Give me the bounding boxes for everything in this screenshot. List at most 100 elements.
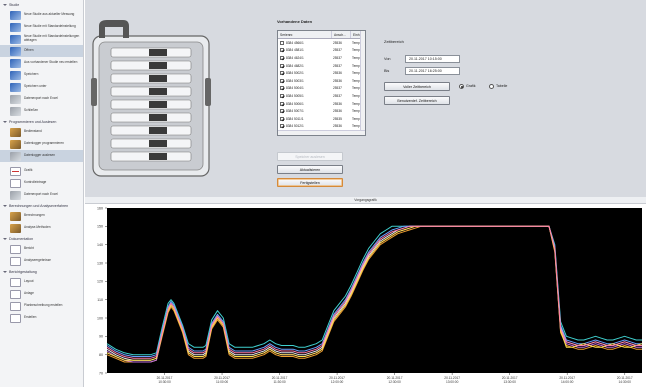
sidebar-item-4-1[interactable]: Analyseergebnisse xyxy=(0,255,83,267)
row-checkbox[interactable] xyxy=(280,109,284,114)
logger-device xyxy=(149,127,167,134)
col-connection[interactable]: Ansch... xyxy=(332,31,351,38)
logger-data-table[interactable]: Seriennr. Ansch... Einh... 8384 4566/1 25… xyxy=(277,30,366,136)
sidebar-item-2-1[interactable]: Kontrolleintrage xyxy=(0,177,83,189)
full-range-button[interactable]: Voller Zeitbereich xyxy=(384,82,450,91)
sidebar-item-0-4[interactable]: Aus vorhandener Studie neu erstellen xyxy=(0,57,83,69)
table-row[interactable]: 8384 4566/1 25536 Temp... xyxy=(278,39,365,47)
table-horizontal-scrollbar[interactable] xyxy=(278,130,365,135)
sidebar-item-0-3[interactable]: Öffnen xyxy=(0,45,83,57)
sidebar-section-4[interactable]: Dokumentation xyxy=(0,234,83,243)
sidebar: Studie Neue Studie aus aktueller Messung N… xyxy=(0,0,84,387)
refresh-button[interactable]: Aktualisieren xyxy=(277,165,343,174)
table-row[interactable]: 8384 4624/1 25537 Temp... xyxy=(278,54,365,62)
row-checkbox[interactable] xyxy=(280,93,284,98)
sidebar-item-label: Analyse-Methoden xyxy=(24,225,51,230)
x-tick-label: 20.11.2017 xyxy=(157,376,173,380)
sidebar-item-5-3[interactable]: Erstellen xyxy=(0,312,83,324)
series-line-6 xyxy=(106,225,642,359)
col-serial[interactable]: Seriennr. xyxy=(278,31,332,38)
to-datetime-input[interactable]: 20.11.2017 16:25:00 xyxy=(405,67,460,75)
save-as-icon xyxy=(10,82,21,92)
logger-device xyxy=(149,49,167,56)
sidebar-section-3[interactable]: Berechnungen und Analyseverfahren xyxy=(0,201,83,210)
temperature-chart[interactable]: 70809010011012013014015016020.11.201710:… xyxy=(85,204,646,387)
serial-text: 8384 4682/1 xyxy=(286,63,304,68)
sidebar-item-0-0[interactable]: Neue Studie aus aktueller Messung xyxy=(0,9,83,21)
table-row[interactable]: 8384 5003/1 25536 Temp... xyxy=(278,77,365,85)
table-row[interactable]: 8384 5012/1 25536 Temp... xyxy=(278,123,365,131)
sidebar-section-label: Dokumentation xyxy=(9,236,34,241)
sidebar-item-0-2[interactable]: Neue Studie mit Standardeinstellungen ab… xyxy=(0,33,83,45)
serial-text: 8384 4566/1 xyxy=(286,40,304,45)
sidebar-item-3-0[interactable]: Berechnungen xyxy=(0,210,83,222)
row-checkbox[interactable] xyxy=(280,63,284,68)
table-row[interactable]: 8384 5006/1 25536 Temp... xyxy=(278,100,365,108)
x-tick-label: 14:30:00 xyxy=(619,380,632,384)
sidebar-item-label: Erstellen xyxy=(24,315,37,320)
table-row[interactable]: 8384 5005/1 25537 Temp... xyxy=(278,92,365,100)
row-checkbox[interactable] xyxy=(280,116,284,121)
sidebar-item-0-7[interactable]: Datenexport nach Excel xyxy=(0,93,83,105)
new-study-default-icon xyxy=(10,22,21,32)
sidebar-item-5-0[interactable]: Layout xyxy=(0,276,83,288)
row-checkbox[interactable] xyxy=(280,86,284,91)
table-row[interactable]: 8384 4682/1 25537 Temp... xyxy=(278,62,365,70)
sidebar-item-1-0[interactable]: Bedienstand xyxy=(0,126,83,138)
table-row[interactable]: 8384 5011/1 25535 Temp... xyxy=(278,115,365,123)
sidebar-item-4-0[interactable]: Bericht xyxy=(0,243,83,255)
sidebar-item-1-2[interactable]: Datenlogger auslesen xyxy=(0,150,83,162)
save-icon xyxy=(10,70,21,80)
sidebar-item-label: Bedienstand xyxy=(24,129,42,134)
finish-button[interactable]: Fertigstellen xyxy=(277,178,343,187)
from-datetime-input[interactable]: 20.11.2017 10:15:00 xyxy=(405,55,460,63)
sidebar-item-0-5[interactable]: Speichern xyxy=(0,69,83,81)
cell-serial: 8384 5003/1 xyxy=(278,78,332,83)
row-checkbox[interactable] xyxy=(280,101,284,106)
table-row[interactable]: 8384 5002/1 25536 Temp... xyxy=(278,69,365,77)
row-checkbox[interactable] xyxy=(280,71,284,76)
sidebar-item-0-8[interactable]: Schließen xyxy=(0,105,83,117)
clear-memory-button[interactable]: Speicher auslesen xyxy=(277,152,343,161)
sidebar-item-5-2[interactable]: Planbeschreibung erstellen xyxy=(0,300,83,312)
table-row[interactable]: 8384 4581/1 25537 Temp... xyxy=(278,47,365,55)
row-checkbox[interactable] xyxy=(280,48,284,53)
x-tick-label: 11:30:00 xyxy=(273,380,285,384)
cell-serial: 8384 5006/1 xyxy=(278,101,332,106)
y-tick-label: 80 xyxy=(99,353,103,357)
sidebar-item-3-1[interactable]: Analyse-Methoden xyxy=(0,222,83,234)
sidebar-item-label: Speichern xyxy=(24,72,39,77)
row-checkbox[interactable] xyxy=(280,40,284,45)
sidebar-item-1-1[interactable]: Datenlogger programmieren xyxy=(0,138,83,150)
logger-device xyxy=(149,153,167,160)
custom-range-button[interactable]: Benutzerdef. Zeitbereich xyxy=(384,96,450,105)
radio-graph[interactable] xyxy=(459,84,464,89)
y-tick-label: 130 xyxy=(97,261,103,265)
sidebar-item-label: Analyseergebnisse xyxy=(24,258,51,263)
row-checkbox[interactable] xyxy=(280,55,284,60)
sidebar-item-label: Berechnungen xyxy=(24,213,45,218)
cell-serial: 8384 5002/1 xyxy=(278,71,332,76)
row-checkbox[interactable] xyxy=(280,78,284,83)
radio-table[interactable] xyxy=(489,84,494,89)
sidebar-item-label: Planbeschreibung erstellen xyxy=(24,303,63,308)
sidebar-item-0-6[interactable]: Speichern unter xyxy=(0,81,83,93)
device-status-icon xyxy=(10,127,21,137)
x-tick-label: 20.11.2017 xyxy=(444,376,460,380)
sidebar-section-0[interactable]: Studie xyxy=(0,0,83,9)
sidebar-section-1[interactable]: Programmieren und Auslesen xyxy=(0,117,83,126)
sidebar-item-5-1[interactable]: Anlage xyxy=(0,288,83,300)
serial-text: 8384 5012/1 xyxy=(286,124,304,129)
sidebar-section-5[interactable]: Berichtgestaltung xyxy=(0,267,83,276)
row-checkbox[interactable] xyxy=(280,124,284,129)
table-row[interactable]: 8384 5007/1 25536 Temp... xyxy=(278,107,365,115)
sidebar-item-label: Datenlogger auslesen xyxy=(24,153,56,158)
table-row[interactable]: 8384 5004/1 25537 Temp... xyxy=(278,85,365,93)
sidebar-item-2-0[interactable]: Grafik xyxy=(0,165,83,177)
top-panel: Vorhandene Daten Seriennr. Ansch... Einh… xyxy=(85,0,646,197)
x-tick-label: 20.11.2017 xyxy=(502,376,518,380)
sidebar-item-2-2[interactable]: Datenexport nach Excel xyxy=(0,189,83,201)
sidebar-item-label: Neue Studie aus aktueller Messung xyxy=(24,12,75,17)
sidebar-item-0-1[interactable]: Neue Studie mit Standardeinstellung xyxy=(0,21,83,33)
table-vertical-scrollbar[interactable] xyxy=(360,31,365,135)
